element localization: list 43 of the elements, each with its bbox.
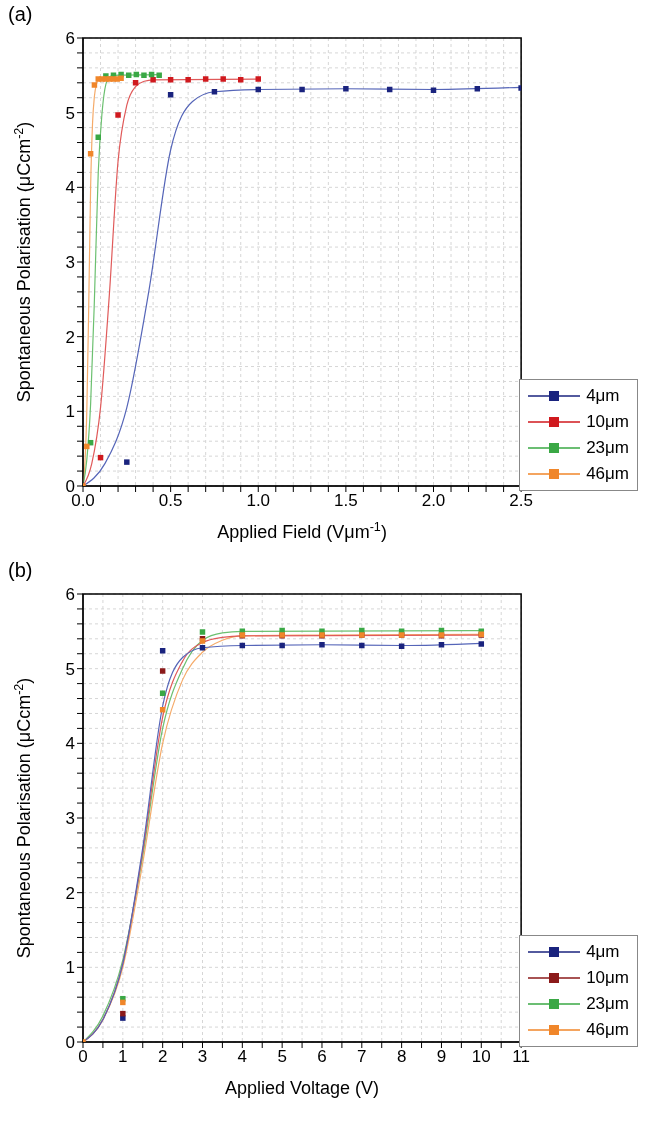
x-axis-title: Applied Voltage (V) — [225, 1078, 380, 1098]
y-tick-label: 3 — [65, 253, 75, 273]
x-tick-label: 1.5 — [334, 491, 358, 511]
chart-title: (a) — [8, 3, 34, 25]
x-tick-label: 1 — [118, 1047, 128, 1067]
legend-label: 4μm — [586, 942, 620, 962]
y-tick-label: 0 — [65, 1033, 75, 1053]
x-tick-label: 0.5 — [158, 491, 183, 511]
x-tick-label: 7 — [357, 1047, 367, 1067]
x-tick-label: 11 — [512, 1047, 530, 1067]
x-tick-label: 10 — [471, 1047, 491, 1067]
x-tick-label: 2.0 — [421, 491, 446, 511]
legend-label: 10μm — [586, 412, 629, 432]
y-tick-label: 2 — [65, 327, 75, 347]
x-tick-label: 0.0 — [71, 491, 95, 511]
y-tick-label: 1 — [65, 958, 75, 978]
x-tick-label: 5 — [277, 1047, 287, 1067]
x-axis-title: Applied Field (Vμm$^{-1}$) — [217, 520, 387, 542]
x-tick-label: 6 — [317, 1047, 327, 1067]
x-tick-label: 9 — [436, 1047, 447, 1067]
y-tick-label: 2 — [65, 883, 75, 903]
x-tick-label: 4 — [237, 1047, 248, 1067]
chart-title: (b) — [8, 559, 34, 581]
y-tick-label: 5 — [65, 659, 75, 679]
y-tick-label: 3 — [65, 809, 75, 829]
y-tick-label: 4 — [65, 178, 75, 198]
legend-label: 4μm — [586, 386, 620, 406]
y-tick-label: 6 — [65, 29, 75, 49]
x-tick-label: 0 — [78, 1047, 88, 1067]
x-tick-label: 8 — [396, 1047, 407, 1067]
x-tick-label: 3 — [197, 1047, 208, 1067]
legend-label: 23μm — [586, 994, 629, 1014]
y-tick-label: 5 — [65, 103, 75, 123]
x-tick-label: 2 — [157, 1047, 168, 1067]
y-tick-label: 1 — [65, 402, 75, 422]
x-tick-label: 2.5 — [509, 491, 533, 511]
legend-label: 46μm — [586, 464, 629, 484]
y-tick-label: 4 — [65, 734, 75, 754]
x-tick-label: 1.0 — [246, 491, 271, 511]
legend-label: 46μm — [586, 1020, 629, 1040]
legend-label: 23μm — [586, 438, 629, 458]
legend-label: 10μm — [586, 968, 629, 988]
y-tick-label: 6 — [65, 585, 75, 605]
